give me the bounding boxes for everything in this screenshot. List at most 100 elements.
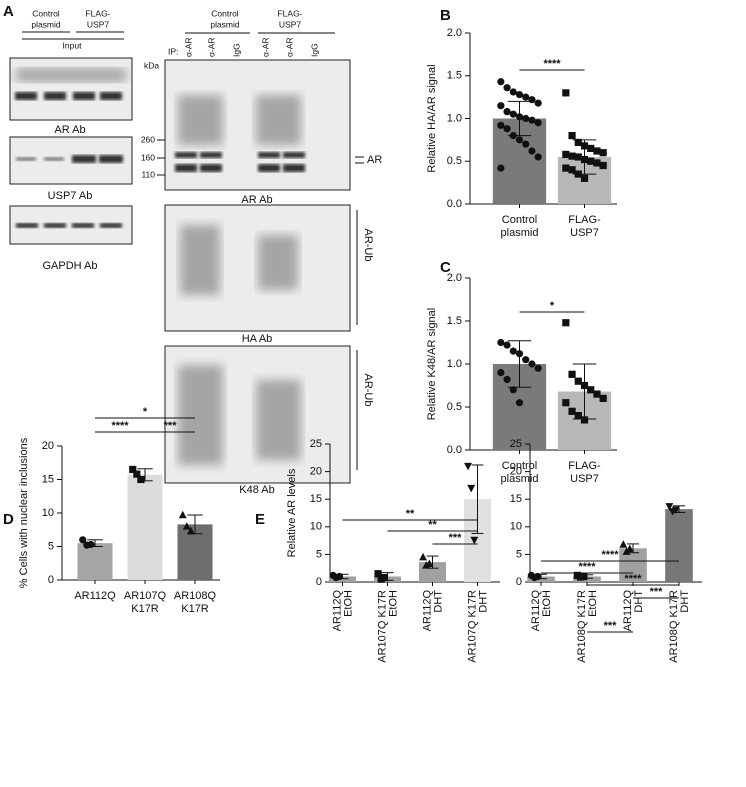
data-point (574, 377, 582, 385)
group-label: plasmid (31, 19, 61, 29)
y-tick-label: 10 (42, 507, 54, 519)
data-point (419, 552, 428, 561)
x-tick-label: DHT (679, 590, 691, 613)
lane-label: IgG (231, 43, 241, 57)
data-point (503, 84, 511, 92)
significance-label: **** (578, 561, 596, 573)
band (256, 95, 301, 145)
data-point (186, 526, 195, 535)
data-point (665, 503, 674, 511)
x-tick-label: AR112Q (421, 590, 433, 632)
data-point (497, 164, 505, 172)
error-bar (626, 543, 640, 554)
lane-label: IgG (309, 43, 319, 57)
data-point (593, 159, 601, 167)
band (44, 223, 66, 228)
y-tick-label: 10 (310, 521, 322, 533)
data-point (580, 572, 588, 581)
significance-label: * (143, 406, 148, 418)
error-bar (381, 572, 394, 581)
x-tick-label: Control (502, 214, 537, 226)
y-axis-label: % Cells with nuclear inclusions (18, 437, 30, 588)
band (200, 164, 222, 172)
data-point (87, 540, 95, 549)
data-point (534, 119, 542, 127)
group-label: Control (211, 8, 239, 18)
data-point (568, 407, 576, 415)
y-tick-label: 0.0 (447, 444, 462, 456)
y-axis-label: Relative AR levels (286, 468, 298, 557)
data-point (562, 164, 570, 172)
data-point (515, 399, 524, 407)
data-point (509, 347, 517, 355)
x-tick-label: DHT (432, 590, 444, 613)
significance-label: **** (111, 420, 129, 432)
bar (77, 543, 113, 580)
y-tick-label: 15 (310, 493, 322, 505)
x-tick-label: AR108Q (174, 590, 217, 602)
data-point (528, 96, 536, 104)
lane-label: α-AR (206, 37, 216, 57)
error-bar (534, 573, 548, 580)
data-point (587, 144, 595, 153)
data-point (599, 149, 607, 157)
y-tick-label: 0 (316, 576, 322, 588)
data-point (509, 110, 517, 118)
panel-label: D (3, 511, 14, 528)
band (72, 155, 96, 163)
y-tick-label: 0 (516, 576, 522, 588)
data-point (574, 412, 582, 420)
band (258, 164, 280, 172)
x-tick-label: plasmid (501, 227, 539, 239)
data-point (515, 90, 524, 99)
data-point (79, 536, 87, 544)
data-point (380, 573, 388, 582)
y-tick-label: 20 (42, 440, 54, 452)
data-point (619, 540, 628, 548)
x-tick-label: AR108Q K17R (668, 590, 680, 663)
x-tick-label: AR107Q (124, 590, 167, 602)
x-tick-label: K17R (131, 603, 159, 615)
side-label: AR-Ub (362, 373, 374, 406)
data-point (522, 356, 530, 364)
lane-label: α-AR (260, 37, 270, 57)
panel-label: B (440, 7, 451, 24)
band (200, 152, 222, 158)
data-point (133, 470, 141, 478)
data-point (503, 125, 511, 133)
data-point (534, 153, 542, 161)
data-point (568, 152, 576, 160)
significance-label: *** (604, 620, 618, 632)
x-tick-label: USP7 (570, 473, 599, 485)
band (16, 157, 36, 161)
group-label: plasmid (210, 19, 240, 29)
data-point (467, 484, 476, 493)
data-point (509, 386, 517, 394)
chart: B Relative HA/AR signal 0.0 0.5 1.0 1.5 2.0 Con… (426, 7, 617, 239)
significance-label: **** (624, 573, 642, 585)
x-tick-label: AR107Q K17R (376, 590, 388, 663)
blot-label: AR Ab (241, 194, 272, 206)
bar (665, 509, 693, 582)
x-tick-label: Control (502, 460, 537, 472)
y-tick-label: 15 (42, 473, 54, 485)
y-tick-label: 0 (48, 574, 54, 586)
data-point (137, 475, 145, 484)
error-bar (507, 340, 532, 388)
data-point (497, 369, 505, 377)
data-point (528, 360, 536, 368)
panel-label: C (440, 259, 451, 276)
band (73, 92, 95, 100)
bar (127, 474, 163, 580)
significance-label: **** (543, 58, 561, 70)
data-point (509, 88, 517, 96)
y-tick-label: 25 (310, 438, 322, 450)
x-tick-label: K17R (181, 603, 209, 615)
data-point (671, 506, 680, 515)
band (178, 365, 223, 465)
x-tick-label: EtOH (541, 590, 553, 617)
band (258, 235, 298, 290)
data-point (503, 375, 511, 384)
